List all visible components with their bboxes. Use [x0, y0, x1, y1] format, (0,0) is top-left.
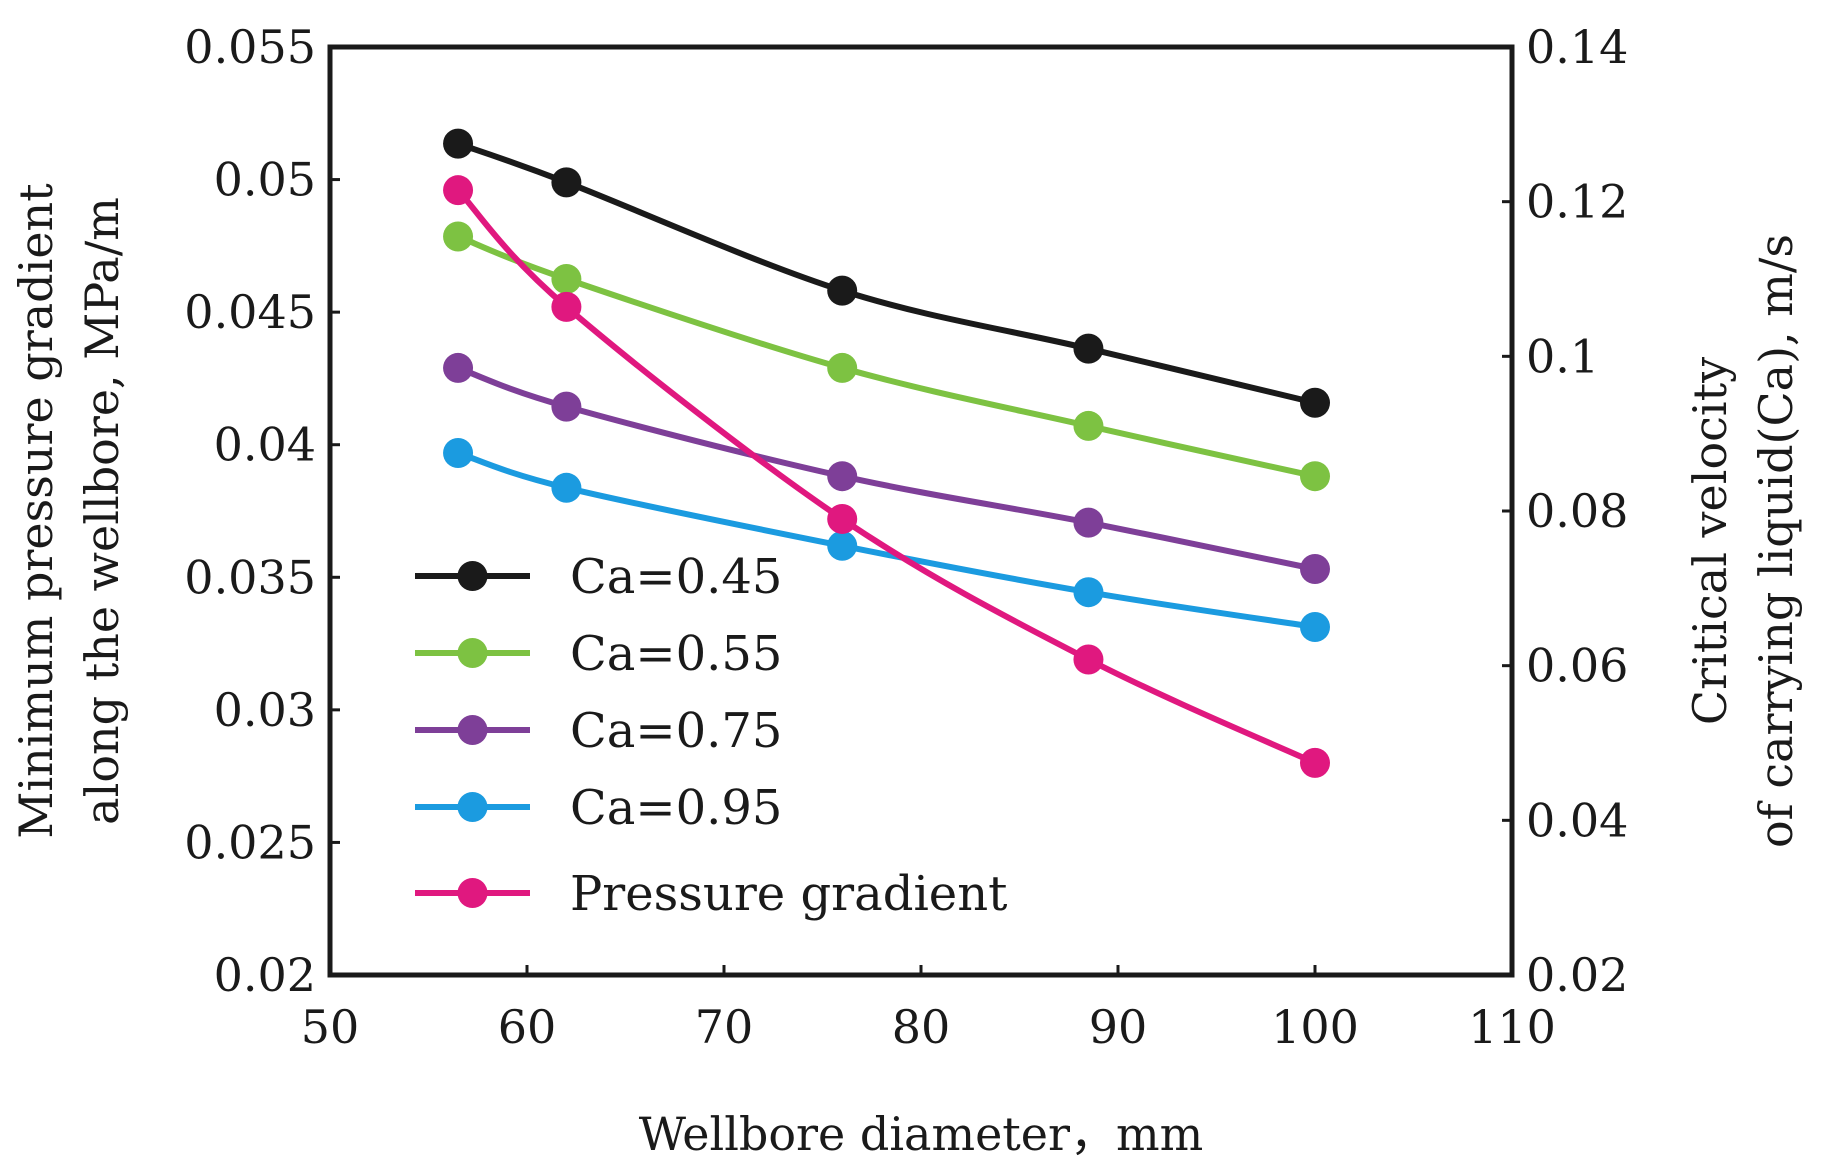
legend-label: Pressure gradient [570, 866, 1007, 922]
legend-item: Ca=0.75 [415, 703, 782, 759]
y-left-tick-label: 0.03 [214, 683, 316, 737]
legend-item: Ca=0.55 [415, 626, 782, 682]
data-point [827, 530, 858, 561]
legend-label: Ca=0.75 [570, 703, 782, 759]
series-ca-0-55 [443, 221, 1330, 492]
x-tick-label: 90 [1089, 1000, 1148, 1054]
series-line [457, 140, 1316, 406]
y-left-tick-label: 0.035 [184, 550, 316, 604]
y-right-tick-label: 0.08 [1526, 484, 1628, 538]
legend-swatch-marker [457, 561, 488, 591]
series-ca-0-45 [443, 128, 1330, 418]
y-right-axis-title-line2: of carrying liquid(Ca), m/s [1749, 234, 1803, 848]
legend-label: Ca=0.95 [570, 780, 782, 836]
legend-item: Ca=0.45 [415, 549, 782, 605]
data-point [551, 391, 582, 422]
legend-item: Pressure gradient [415, 866, 1007, 922]
data-point [1300, 461, 1330, 492]
legend-label: Ca=0.45 [570, 549, 782, 605]
plot-frame [327, 44, 1515, 978]
legend-label: Ca=0.55 [570, 626, 782, 682]
data-point [443, 438, 474, 468]
legend-swatch-marker [457, 638, 488, 668]
y-right-tick-label: 0.12 [1526, 175, 1628, 229]
y-right-tick-label: 0.14 [1526, 20, 1628, 74]
x-tick-label: 70 [695, 1000, 754, 1054]
data-point [443, 352, 474, 383]
data-point [551, 291, 582, 322]
x-tick-label: 60 [498, 1000, 557, 1054]
y-left-tick-label: 0.045 [184, 285, 316, 339]
legend-swatch-marker [457, 715, 488, 745]
y-right-tick-label: 0.1 [1526, 329, 1599, 383]
data-point [551, 167, 582, 198]
data-point [443, 175, 474, 206]
data-point [827, 352, 858, 383]
series-layer [443, 128, 1330, 778]
data-point [1300, 387, 1330, 418]
data-point [1300, 612, 1330, 642]
data-point [443, 221, 474, 252]
legend-swatch-marker [457, 878, 488, 908]
series-line [457, 365, 1316, 572]
y-left-tick-label: 0.025 [184, 815, 316, 869]
y-left-axis-title-line2: along the wellbore, MPa/m [75, 197, 129, 825]
x-tick-label: 110 [1468, 1000, 1556, 1054]
legend-swatch-marker [457, 792, 488, 822]
series-ca-0-95 [443, 438, 1330, 642]
x-tick-label: 100 [1271, 1000, 1359, 1054]
x-axis-title: Wellbore diameter，mm [639, 1107, 1204, 1161]
series-line [456, 233, 1316, 480]
x-tick-label: 80 [892, 1000, 951, 1054]
data-point [1073, 333, 1104, 364]
data-point [1073, 507, 1104, 538]
y-left-tick-label: 0.02 [214, 948, 316, 1002]
series-pressure-gradient [443, 175, 1330, 778]
legend: Ca=0.45 Ca=0.55 Ca=0.75 Ca=0.95 Pressure gra… [415, 549, 1007, 922]
data-point [1073, 577, 1104, 608]
data-point [827, 275, 858, 306]
data-point [1300, 554, 1330, 584]
axes: 50 60 70 80 90 100 1100.020.0250.030.0350.040.… [184, 20, 1628, 1054]
y-left-tick-label: 0.055 [184, 20, 316, 74]
data-point [443, 128, 474, 159]
y-right-tick-label: 0.04 [1526, 793, 1628, 847]
data-point [827, 461, 858, 492]
data-point [551, 472, 582, 503]
y-right-tick-label: 0.06 [1526, 639, 1628, 693]
x-tick-label: 50 [301, 1000, 360, 1054]
data-point [827, 503, 858, 534]
legend-item: Ca=0.95 [415, 780, 782, 836]
y-left-tick-label: 0.04 [214, 418, 316, 472]
y-left-axis-title-line1: Minimum pressure gradient [9, 183, 63, 839]
y-left-tick-label: 0.05 [214, 153, 316, 207]
y-right-tick-label: 0.02 [1526, 948, 1628, 1002]
y-right-axis-title-line1: Critical velocity [1683, 357, 1737, 725]
data-point [551, 264, 582, 294]
data-point [1300, 747, 1330, 778]
data-point [1073, 410, 1104, 441]
data-point [1073, 644, 1104, 675]
series-ca-0-75 [443, 352, 1330, 584]
